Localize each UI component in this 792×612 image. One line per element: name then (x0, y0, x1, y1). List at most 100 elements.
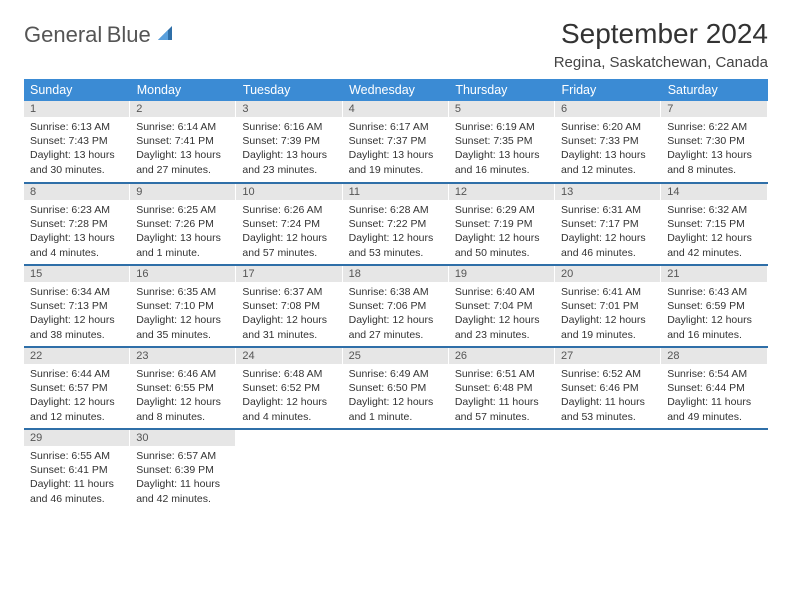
weekday-header: Sunday (24, 79, 130, 101)
day-number: 30 (130, 430, 236, 446)
day-details: Sunrise: 6:44 AMSunset: 6:57 PMDaylight:… (24, 364, 130, 428)
calendar-table: SundayMondayTuesdayWednesdayThursdayFrid… (24, 79, 768, 511)
calendar-cell: 7Sunrise: 6:22 AMSunset: 7:30 PMDaylight… (661, 101, 767, 183)
calendar-cell: 16Sunrise: 6:35 AMSunset: 7:10 PMDayligh… (130, 265, 236, 347)
day-details: Sunrise: 6:32 AMSunset: 7:15 PMDaylight:… (661, 200, 767, 264)
day-details: Sunrise: 6:55 AMSunset: 6:41 PMDaylight:… (24, 446, 130, 510)
calendar-body: 1Sunrise: 6:13 AMSunset: 7:43 PMDaylight… (24, 101, 768, 511)
day-details: Sunrise: 6:34 AMSunset: 7:13 PMDaylight:… (24, 282, 130, 346)
day-details: Sunrise: 6:52 AMSunset: 6:46 PMDaylight:… (555, 364, 661, 428)
calendar-cell: 10Sunrise: 6:26 AMSunset: 7:24 PMDayligh… (236, 183, 342, 265)
calendar-cell (343, 429, 449, 511)
day-number: 13 (555, 184, 661, 200)
calendar-cell: 24Sunrise: 6:48 AMSunset: 6:52 PMDayligh… (236, 347, 342, 429)
calendar-cell: 12Sunrise: 6:29 AMSunset: 7:19 PMDayligh… (449, 183, 555, 265)
day-details: Sunrise: 6:48 AMSunset: 6:52 PMDaylight:… (236, 364, 342, 428)
day-number: 25 (343, 348, 449, 364)
day-details: Sunrise: 6:37 AMSunset: 7:08 PMDaylight:… (236, 282, 342, 346)
day-number: 16 (130, 266, 236, 282)
calendar-cell (555, 429, 661, 511)
calendar-cell: 14Sunrise: 6:32 AMSunset: 7:15 PMDayligh… (661, 183, 767, 265)
day-number: 12 (449, 184, 555, 200)
calendar-cell (449, 429, 555, 511)
day-details: Sunrise: 6:43 AMSunset: 6:59 PMDaylight:… (661, 282, 767, 346)
day-number: 24 (236, 348, 342, 364)
calendar-row: 22Sunrise: 6:44 AMSunset: 6:57 PMDayligh… (24, 347, 768, 429)
day-details: Sunrise: 6:26 AMSunset: 7:24 PMDaylight:… (236, 200, 342, 264)
day-number: 7 (661, 101, 767, 117)
day-details: Sunrise: 6:22 AMSunset: 7:30 PMDaylight:… (661, 117, 767, 181)
calendar-cell: 25Sunrise: 6:49 AMSunset: 6:50 PMDayligh… (343, 347, 449, 429)
calendar-cell: 21Sunrise: 6:43 AMSunset: 6:59 PMDayligh… (661, 265, 767, 347)
title-block: September 2024 Regina, Saskatchewan, Can… (554, 18, 768, 71)
calendar-cell: 26Sunrise: 6:51 AMSunset: 6:48 PMDayligh… (449, 347, 555, 429)
calendar-cell: 11Sunrise: 6:28 AMSunset: 7:22 PMDayligh… (343, 183, 449, 265)
logo-text-general: General (24, 22, 102, 47)
day-number: 9 (130, 184, 236, 200)
logo-sail-icon (156, 24, 176, 49)
calendar-cell: 1Sunrise: 6:13 AMSunset: 7:43 PMDaylight… (24, 101, 130, 183)
calendar-cell: 4Sunrise: 6:17 AMSunset: 7:37 PMDaylight… (343, 101, 449, 183)
day-number: 5 (449, 101, 555, 117)
day-details: Sunrise: 6:46 AMSunset: 6:55 PMDaylight:… (130, 364, 236, 428)
day-number: 27 (555, 348, 661, 364)
weekday-header: Thursday (449, 79, 555, 101)
calendar-cell: 3Sunrise: 6:16 AMSunset: 7:39 PMDaylight… (236, 101, 342, 183)
calendar-cell: 5Sunrise: 6:19 AMSunset: 7:35 PMDaylight… (449, 101, 555, 183)
calendar-cell: 13Sunrise: 6:31 AMSunset: 7:17 PMDayligh… (555, 183, 661, 265)
day-number: 4 (343, 101, 449, 117)
weekday-header-row: SundayMondayTuesdayWednesdayThursdayFrid… (24, 79, 768, 101)
day-details: Sunrise: 6:38 AMSunset: 7:06 PMDaylight:… (343, 282, 449, 346)
day-number: 14 (661, 184, 767, 200)
weekday-header: Saturday (661, 79, 767, 101)
weekday-header: Monday (130, 79, 236, 101)
day-details: Sunrise: 6:29 AMSunset: 7:19 PMDaylight:… (449, 200, 555, 264)
day-number: 10 (236, 184, 342, 200)
day-number: 11 (343, 184, 449, 200)
day-details: Sunrise: 6:28 AMSunset: 7:22 PMDaylight:… (343, 200, 449, 264)
day-number: 8 (24, 184, 130, 200)
day-details: Sunrise: 6:40 AMSunset: 7:04 PMDaylight:… (449, 282, 555, 346)
day-details: Sunrise: 6:23 AMSunset: 7:28 PMDaylight:… (24, 200, 130, 264)
calendar-cell: 15Sunrise: 6:34 AMSunset: 7:13 PMDayligh… (24, 265, 130, 347)
logo-text-blue: Blue (107, 22, 151, 47)
day-details: Sunrise: 6:13 AMSunset: 7:43 PMDaylight:… (24, 117, 130, 181)
calendar-cell: 6Sunrise: 6:20 AMSunset: 7:33 PMDaylight… (555, 101, 661, 183)
day-number: 21 (661, 266, 767, 282)
day-number: 20 (555, 266, 661, 282)
calendar-cell: 22Sunrise: 6:44 AMSunset: 6:57 PMDayligh… (24, 347, 130, 429)
day-details: Sunrise: 6:17 AMSunset: 7:37 PMDaylight:… (343, 117, 449, 181)
calendar-row: 1Sunrise: 6:13 AMSunset: 7:43 PMDaylight… (24, 101, 768, 183)
day-details: Sunrise: 6:20 AMSunset: 7:33 PMDaylight:… (555, 117, 661, 181)
day-number: 17 (236, 266, 342, 282)
calendar-cell (661, 429, 767, 511)
day-number: 28 (661, 348, 767, 364)
day-details: Sunrise: 6:31 AMSunset: 7:17 PMDaylight:… (555, 200, 661, 264)
calendar-cell: 29Sunrise: 6:55 AMSunset: 6:41 PMDayligh… (24, 429, 130, 511)
calendar-cell: 23Sunrise: 6:46 AMSunset: 6:55 PMDayligh… (130, 347, 236, 429)
day-details: Sunrise: 6:54 AMSunset: 6:44 PMDaylight:… (661, 364, 767, 428)
day-number: 3 (236, 101, 342, 117)
day-number: 6 (555, 101, 661, 117)
day-details: Sunrise: 6:51 AMSunset: 6:48 PMDaylight:… (449, 364, 555, 428)
calendar-cell: 17Sunrise: 6:37 AMSunset: 7:08 PMDayligh… (236, 265, 342, 347)
calendar-cell: 20Sunrise: 6:41 AMSunset: 7:01 PMDayligh… (555, 265, 661, 347)
day-number: 15 (24, 266, 130, 282)
day-number: 19 (449, 266, 555, 282)
day-details: Sunrise: 6:16 AMSunset: 7:39 PMDaylight:… (236, 117, 342, 181)
day-number: 22 (24, 348, 130, 364)
day-details: Sunrise: 6:57 AMSunset: 6:39 PMDaylight:… (130, 446, 236, 510)
day-details: Sunrise: 6:14 AMSunset: 7:41 PMDaylight:… (130, 117, 236, 181)
day-details: Sunrise: 6:49 AMSunset: 6:50 PMDaylight:… (343, 364, 449, 428)
day-details: Sunrise: 6:35 AMSunset: 7:10 PMDaylight:… (130, 282, 236, 346)
day-details: Sunrise: 6:41 AMSunset: 7:01 PMDaylight:… (555, 282, 661, 346)
calendar-cell: 18Sunrise: 6:38 AMSunset: 7:06 PMDayligh… (343, 265, 449, 347)
location-subtitle: Regina, Saskatchewan, Canada (554, 54, 768, 71)
calendar-cell: 28Sunrise: 6:54 AMSunset: 6:44 PMDayligh… (661, 347, 767, 429)
day-details: Sunrise: 6:19 AMSunset: 7:35 PMDaylight:… (449, 117, 555, 181)
day-number: 29 (24, 430, 130, 446)
day-details: Sunrise: 6:25 AMSunset: 7:26 PMDaylight:… (130, 200, 236, 264)
weekday-header: Tuesday (236, 79, 342, 101)
weekday-header: Friday (555, 79, 661, 101)
calendar-cell: 9Sunrise: 6:25 AMSunset: 7:26 PMDaylight… (130, 183, 236, 265)
